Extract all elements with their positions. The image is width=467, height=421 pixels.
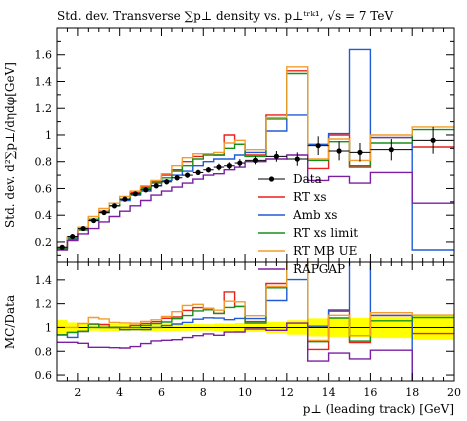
series-line-rapgap <box>57 154 454 251</box>
y-tick-label-top: 0.4 <box>35 209 53 222</box>
y-tick-label-bottom: 1.2 <box>35 298 53 311</box>
legend-label: Amb xs <box>292 208 337 222</box>
y-tick-label-top: 0.8 <box>35 156 53 169</box>
series-line-rt-mb-ue <box>57 66 454 248</box>
data-point <box>273 153 279 159</box>
legend-label: Data <box>293 172 322 186</box>
data-point <box>226 163 232 169</box>
y-tick-label-top: 1 <box>45 129 52 142</box>
data-point <box>70 233 76 240</box>
x-tick-label: 4 <box>116 386 123 399</box>
y-axis-title-top: Std. dev. d²∑p⊥/dηdφ[GeV] <box>3 62 17 228</box>
data-point <box>315 143 321 149</box>
x-tick-label: 8 <box>200 386 207 399</box>
ratio-line-rt-mb-ue <box>57 262 454 342</box>
data-point <box>237 160 243 166</box>
legend-label: RT xs <box>293 190 327 204</box>
data-points <box>57 126 454 250</box>
legend-label: RAPGAP <box>293 262 345 276</box>
chart-title: Std. dev. Transverse ∑p⊥ density vs. p⊥ᵗ… <box>57 9 393 23</box>
x-tick-label: 18 <box>405 386 419 399</box>
y-tick-label-bottom: 0.8 <box>35 345 53 358</box>
data-point <box>111 203 118 209</box>
y-tick-label-top: 0.6 <box>35 182 53 195</box>
y-tick-label-bottom: 0.6 <box>35 369 53 382</box>
data-point <box>59 244 65 250</box>
data-point <box>184 172 191 178</box>
data-point <box>252 157 259 163</box>
x-tick-label: 12 <box>280 386 294 399</box>
ratio-panel <box>57 262 454 381</box>
x-tick-label: 20 <box>447 386 461 399</box>
data-point <box>205 167 212 173</box>
data-point <box>164 179 170 185</box>
ratio-line-rt-xs-limit <box>57 262 454 343</box>
data-point <box>153 183 159 189</box>
y-tick-label-bottom: 1.4 <box>35 274 53 287</box>
data-point <box>357 149 363 155</box>
x-tick-label: 2 <box>74 386 81 399</box>
data-point <box>388 147 394 153</box>
data-point <box>195 169 201 176</box>
data-point <box>294 156 300 162</box>
legend-data-marker <box>268 176 275 182</box>
data-point <box>143 187 149 193</box>
y-axis-title-bottom: MC/Data <box>3 295 17 349</box>
data-point <box>174 175 180 181</box>
x-axis-title: p⊥ (leading track) [GeV] <box>303 402 454 416</box>
main-panel-frame <box>56 27 455 263</box>
ratio-panel-frame <box>56 261 455 382</box>
y-tick-label-top: 0.2 <box>35 236 53 249</box>
data-point <box>216 164 222 170</box>
ratio-line-rapgap <box>57 322 413 381</box>
x-tick-label: 6 <box>158 386 165 399</box>
data-point <box>101 209 107 216</box>
x-tick-label: 16 <box>363 386 377 399</box>
y-tick-label-top: 1.6 <box>35 49 53 62</box>
data-point <box>90 217 97 224</box>
x-tick-label: 10 <box>238 386 252 399</box>
data-point <box>430 137 436 143</box>
axis-ticks: 2 4 6 8 10 12 14 16 18 20 0.2 0.4 0.6 0.8 1 1.2 1.4 1.6 0.… <box>35 28 461 399</box>
y-tick-label-top: 1.2 <box>35 102 53 115</box>
ratio-line-rt-xs <box>57 262 454 351</box>
y-tick-label-bottom: 1 <box>45 321 52 334</box>
legend-label: RT MB UE <box>293 244 357 258</box>
legend-label: RT xs limit <box>293 226 358 240</box>
data-point <box>80 225 86 232</box>
data-point <box>336 148 342 154</box>
legend: Data RT xs Amb xs RT xs limit RT MB UE RAPGAP <box>258 172 358 276</box>
x-tick-label: 14 <box>322 386 336 399</box>
data-point <box>122 196 128 202</box>
data-point <box>132 191 138 197</box>
y-tick-label-top: 1.4 <box>35 75 53 88</box>
